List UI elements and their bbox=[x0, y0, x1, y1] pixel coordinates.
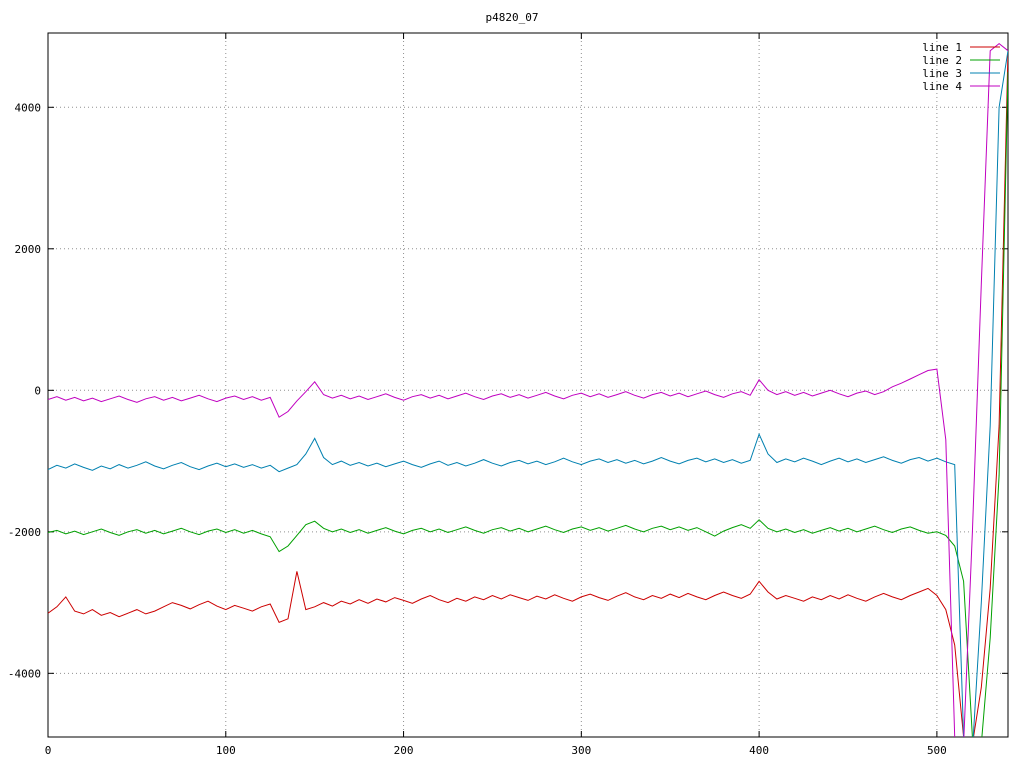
y-tick-label: -4000 bbox=[8, 667, 41, 680]
x-tick-label: 300 bbox=[571, 744, 591, 757]
legend-label-2: line 2 bbox=[922, 54, 962, 67]
series-line-4 bbox=[48, 42, 1008, 737]
y-tick-label: -2000 bbox=[8, 526, 41, 539]
legend-label-4: line 4 bbox=[922, 80, 962, 93]
x-tick-label: 200 bbox=[394, 744, 414, 757]
x-tick-label: 400 bbox=[749, 744, 769, 757]
series-line-3 bbox=[48, 50, 1008, 737]
chart-title: p4820_07 bbox=[485, 11, 539, 24]
legend-label-1: line 1 bbox=[922, 41, 962, 54]
series-line-2 bbox=[48, 71, 1008, 737]
y-tick-label: 0 bbox=[34, 384, 41, 397]
x-tick-label: 0 bbox=[45, 744, 52, 757]
y-tick-label: 2000 bbox=[15, 243, 42, 256]
series-line-1 bbox=[48, 50, 1008, 737]
y-tick-label: 4000 bbox=[15, 101, 42, 114]
plot-border bbox=[47, 32, 1009, 738]
x-tick-label: 100 bbox=[216, 744, 236, 757]
legend-label-3: line 3 bbox=[922, 67, 962, 80]
x-tick-label: 500 bbox=[927, 744, 947, 757]
